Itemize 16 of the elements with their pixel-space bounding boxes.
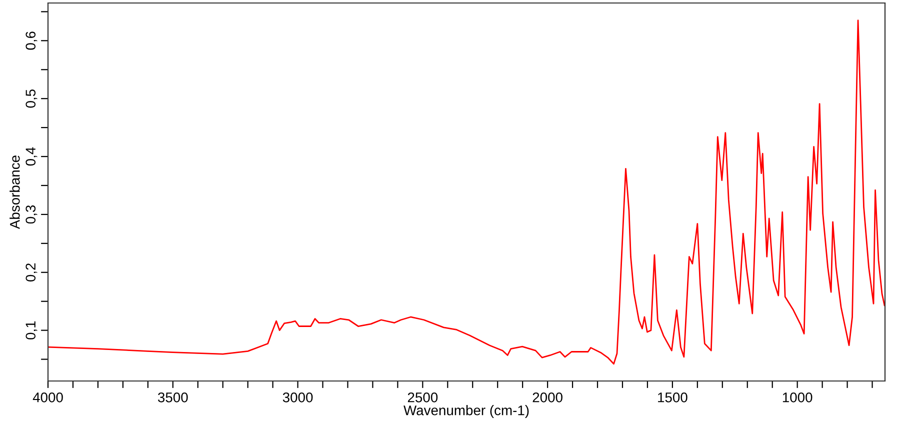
y-tick-label: 0,2 <box>26 263 38 282</box>
x-axis-title: Wavenumber (cm-1) <box>404 405 529 418</box>
y-tick-label: 0,1 <box>26 321 38 340</box>
y-tick-label: 0,5 <box>26 90 38 108</box>
x-tick-label: 3000 <box>282 392 313 402</box>
x-tick-label: 2000 <box>532 392 562 402</box>
x-tick-label: 2500 <box>408 392 438 402</box>
x-tick-label: 1000 <box>782 392 812 402</box>
line-series <box>48 20 885 365</box>
y-tick-label: 0,6 <box>26 32 38 50</box>
x-tick-label: 1500 <box>658 392 688 402</box>
x-tick-label: 4000 <box>32 392 63 402</box>
y-tick-label: 0,3 <box>26 205 38 224</box>
y-tick-label: 0,4 <box>26 147 38 166</box>
y-axis-title: Absorbance <box>10 156 20 230</box>
x-tick-label: 3500 <box>158 392 188 402</box>
